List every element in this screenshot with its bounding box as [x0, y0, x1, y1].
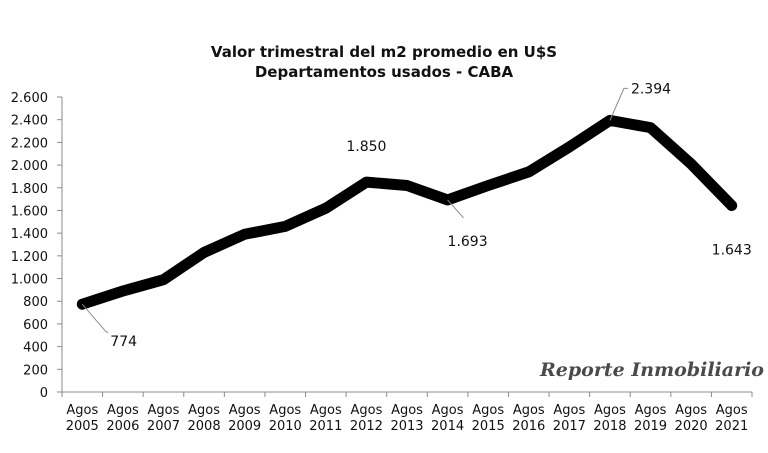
chart-subtitle: Departamentos usados - CABA	[254, 63, 514, 81]
x-tick-label: Agos 2012	[350, 403, 383, 434]
y-tick-label: 800	[23, 295, 48, 310]
y-tick-label: 1.800	[11, 182, 48, 197]
x-tick-label: Agos 2006	[106, 403, 139, 434]
data-label: 1.643	[712, 243, 752, 259]
y-tick-label: 200	[23, 363, 48, 378]
data-label: 2.394	[631, 81, 671, 97]
y-tick-label: 2.400	[11, 114, 48, 129]
y-tick-label: 2.000	[11, 159, 48, 174]
x-tick-label: Agos 2017	[553, 403, 586, 434]
y-tick-label: 1.000	[11, 273, 48, 288]
chart-title: Valor trimestral del m2 promedio en U$S …	[0, 42, 768, 82]
x-tick-label: Agos 2007	[147, 403, 180, 434]
x-tick-label: Agos 2013	[390, 403, 423, 434]
series-line	[76, 114, 738, 310]
x-tick-label: Agos 2014	[431, 403, 464, 434]
data-label: 1.850	[346, 139, 386, 155]
data-label-leader	[447, 199, 464, 219]
x-tick-label: Agos 2016	[512, 403, 545, 434]
y-tick-label: 600	[23, 318, 48, 333]
x-tick-label: Agos 2021	[715, 403, 748, 434]
x-tick-label: Agos 2010	[269, 403, 302, 434]
data-label: 1.693	[448, 234, 488, 250]
data-label: 774	[110, 334, 137, 350]
chart-title-line1: Valor trimestral del m2 promedio en U$S	[210, 43, 558, 61]
x-tick-label: Agos 2015	[472, 403, 505, 434]
y-tick-label: 400	[23, 341, 48, 356]
x-tick-label: Agos 2005	[66, 403, 99, 434]
y-tick-label: 1.600	[11, 204, 48, 219]
x-tick-label: Agos 2019	[634, 403, 667, 434]
x-tick-label: Agos 2020	[675, 403, 708, 434]
x-tick-label: Agos 2018	[593, 403, 626, 434]
y-tick-label: 0	[40, 386, 48, 401]
y-tick-label: 2.200	[11, 136, 48, 151]
x-tick-label: Agos 2009	[228, 403, 261, 434]
x-tick-label: Agos 2011	[309, 403, 342, 434]
watermark-logo: Reporte Inmobiliario	[539, 359, 764, 381]
data-label-leader	[81, 303, 109, 333]
x-tick-label: Agos 2008	[188, 403, 221, 434]
y-tick-label: 1.200	[11, 250, 48, 265]
data-label-leader	[609, 87, 628, 121]
y-tick-label: 2.600	[11, 91, 48, 106]
y-tick-label: 1.400	[11, 227, 48, 242]
